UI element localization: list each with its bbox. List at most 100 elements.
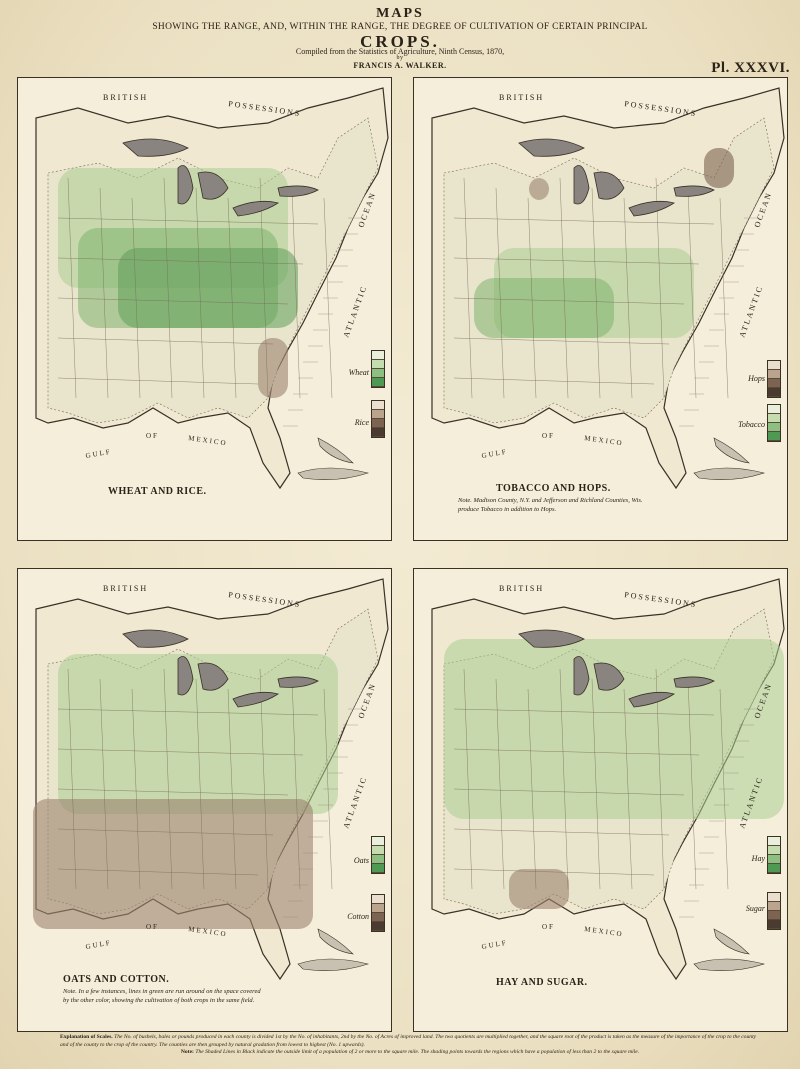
brown-shading <box>33 799 313 929</box>
great-lake <box>593 662 625 691</box>
state-boundary <box>559 668 569 890</box>
legend-swatch <box>768 911 780 920</box>
great-lake <box>197 662 229 691</box>
brown-shading <box>509 869 569 909</box>
state-boundary <box>463 668 473 890</box>
state-boundary <box>195 678 205 890</box>
legend-label: Hay <box>751 854 765 863</box>
legend-swatch <box>768 902 780 911</box>
state-boundary <box>623 197 633 399</box>
great-lake <box>277 185 319 197</box>
map-panel-hay-sugar: BRITISH POSSESSIONS ATLANTIC OCEAN GULF OF MEX… <box>413 568 788 1032</box>
state-boundary <box>453 337 670 345</box>
of-label: OF <box>542 432 555 440</box>
state-boundary <box>227 197 237 399</box>
footer-line2: The Shaded Lines in Black indicate the o… <box>195 1049 640 1056</box>
legend: Hay Sugar <box>727 834 787 944</box>
green-shading <box>118 248 298 328</box>
bahamas-island <box>317 928 354 955</box>
state-boundary <box>495 187 505 399</box>
panel-note: Note. In a few instances, lines in green… <box>63 988 261 1004</box>
state-boundary <box>655 668 665 890</box>
state-boundary <box>57 257 304 265</box>
panel-title: OATS AND COTTON. <box>63 974 170 985</box>
legend-swatch <box>372 401 384 410</box>
legend-swatch <box>768 405 780 414</box>
state-boundary <box>559 177 569 399</box>
state-boundary <box>687 678 697 890</box>
legend-swatch <box>372 904 384 913</box>
state-boundary <box>57 708 319 716</box>
state-boundary <box>67 668 77 890</box>
footer-line1: The No. of bushels, bales or pounds prod… <box>60 1034 757 1048</box>
state-boundary <box>453 297 685 305</box>
legend-swatches <box>371 836 385 874</box>
great-lake <box>673 676 715 688</box>
state-boundary <box>99 187 109 399</box>
great-lake <box>122 138 189 157</box>
page-title: MAPS <box>376 6 424 21</box>
of-label: OF <box>146 923 159 931</box>
state-boundary <box>99 678 109 890</box>
legend-swatches <box>767 836 781 874</box>
state-boundary <box>259 668 269 890</box>
legend-swatch <box>372 419 384 428</box>
state-boundary <box>495 678 505 890</box>
state-boundary <box>163 177 173 399</box>
footer-note-lead: Note: <box>180 1049 194 1056</box>
state-boundary <box>453 708 715 716</box>
brown-shading <box>704 148 734 188</box>
state-boundary <box>57 868 259 876</box>
legend-swatch <box>372 369 384 378</box>
legend-swatch <box>372 846 384 855</box>
state-boundary <box>453 788 685 796</box>
bahamas-island <box>713 928 750 955</box>
legend: Hops Tobacco <box>727 358 787 468</box>
great-lake <box>232 691 279 708</box>
brown-shading <box>529 178 549 200</box>
legend-swatch <box>372 351 384 360</box>
state-boundary <box>57 788 289 796</box>
by-label: by <box>396 55 404 61</box>
state-boundary <box>453 828 670 836</box>
legend-swatch <box>768 837 780 846</box>
state-boundary <box>57 748 304 756</box>
state-boundary <box>453 377 655 385</box>
state-boundary <box>463 177 473 399</box>
great-lake <box>593 171 625 200</box>
legend-swatches <box>371 894 385 932</box>
legend-swatch <box>372 837 384 846</box>
legend-swatch <box>372 378 384 387</box>
legend-swatch <box>372 864 384 873</box>
cuba-island <box>693 467 766 480</box>
state-boundary <box>453 748 700 756</box>
state-boundary <box>453 868 655 876</box>
legend-swatch <box>768 414 780 423</box>
legend-label: Cotton <box>347 912 369 921</box>
state-boundary <box>67 177 77 399</box>
state-boundary <box>527 197 537 399</box>
legend: Wheat Rice <box>331 348 391 458</box>
british-label: BRITISH <box>103 93 148 102</box>
legend-label: Oats <box>353 856 369 865</box>
bahamas-island <box>713 437 750 464</box>
legend-swatch <box>768 379 780 388</box>
map-panel-oats-cotton: BRITISH POSSESSIONS ATLANTIC OCEAN GULF OF MEX… <box>17 568 392 1032</box>
brown-shading <box>258 338 288 398</box>
legend-swatches <box>371 400 385 438</box>
cuba-island <box>297 958 370 971</box>
great-lake <box>177 165 194 205</box>
state-boundary <box>57 337 274 345</box>
state-boundary <box>623 688 633 890</box>
legend-label: Sugar <box>745 904 765 913</box>
legend-swatch <box>372 895 384 904</box>
state-boundary <box>57 217 319 225</box>
footer-explanation: Explanation of Scales. The No. of bushel… <box>60 1034 760 1057</box>
panel-title: WHEAT AND RICE. <box>108 486 207 497</box>
legend-swatch <box>768 893 780 902</box>
footer-lead: Explanation of Scales. <box>60 1034 113 1040</box>
